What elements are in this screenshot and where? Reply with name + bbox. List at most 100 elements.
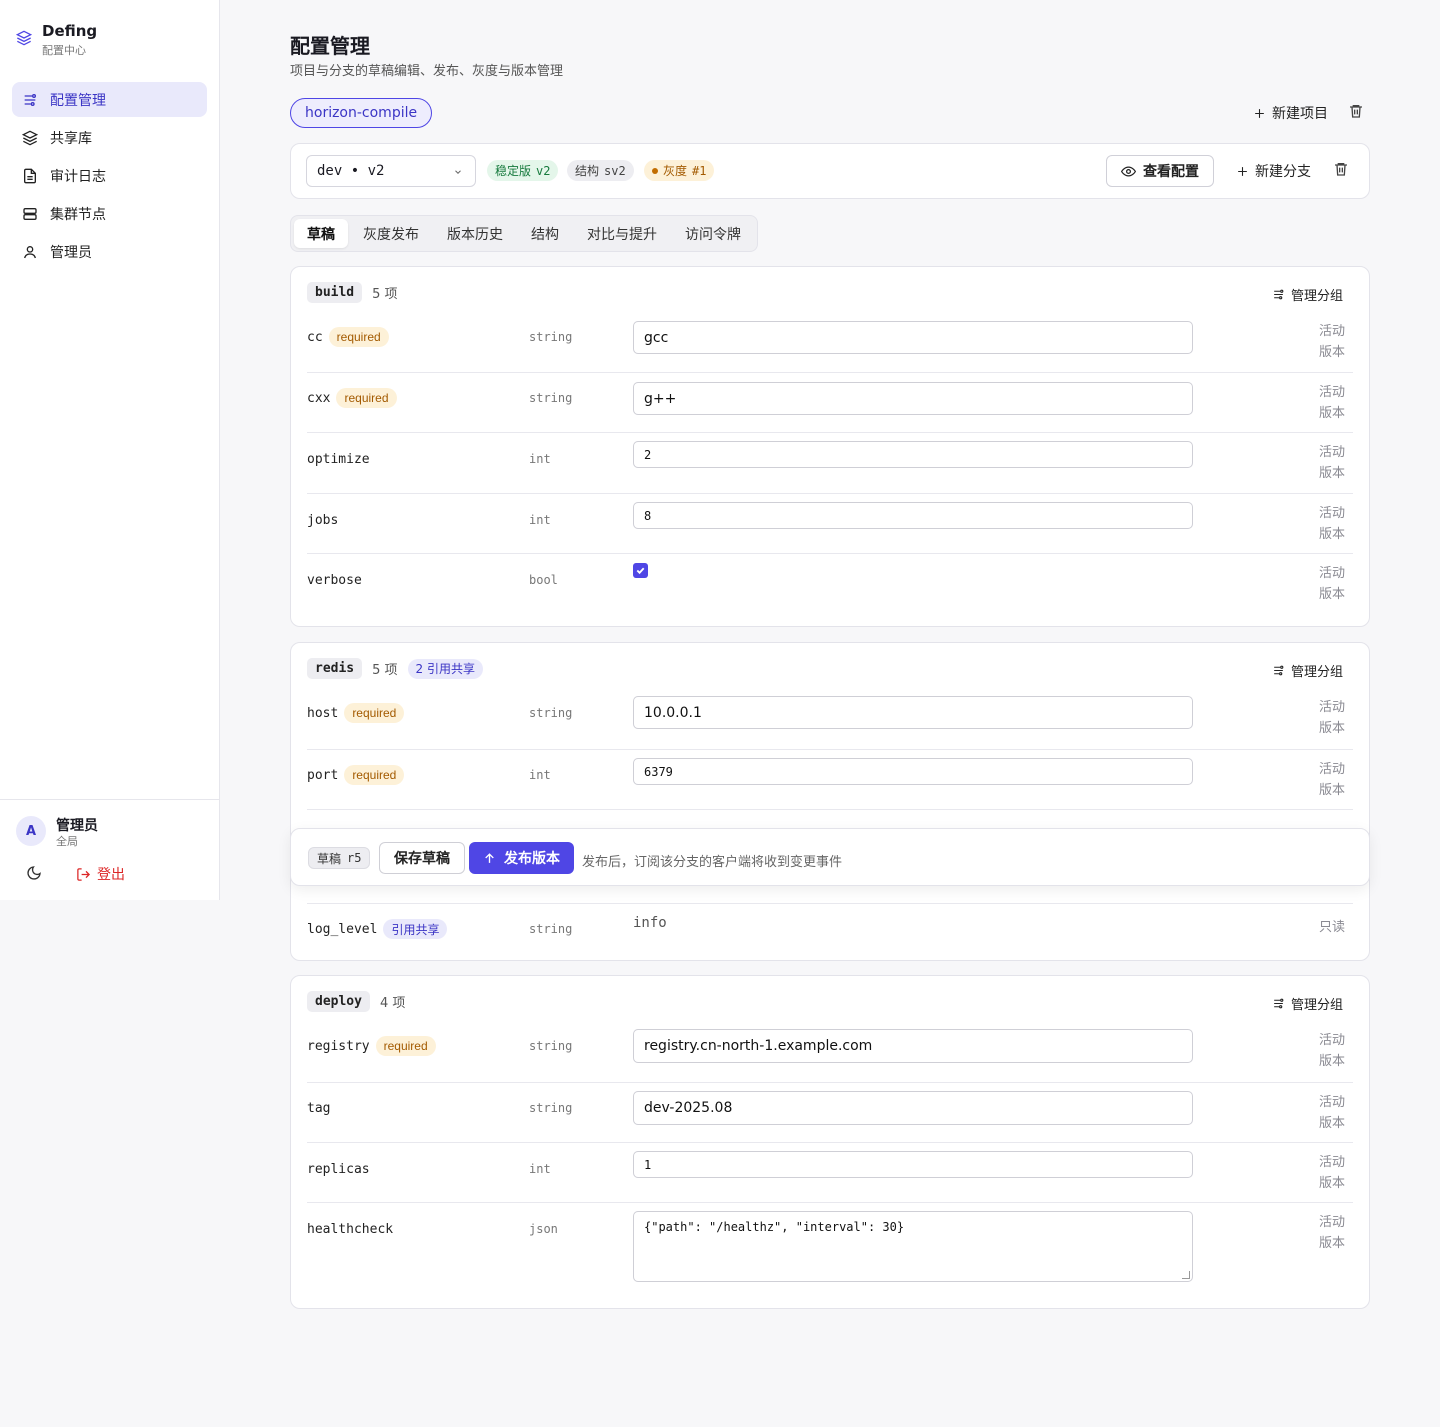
page-title: 配置管理 [290,34,370,58]
tab-version-history[interactable]: 版本历史 [447,226,503,243]
sidebar-item-label: 管理员 [50,244,92,261]
sidebar-item-label: 共享库 [50,130,92,147]
config-value-input[interactable]: dev-2025.08 [633,1091,1193,1125]
sidebar-item-label: 审计日志 [50,168,106,185]
moon-icon[interactable] [26,865,42,881]
new-branch-label: 新建分支 [1255,164,1311,180]
sidebar-item-shared-library[interactable]: 共享库 [12,120,207,155]
delete-project-button[interactable] [1348,103,1364,123]
config-type: int [529,513,551,527]
publish-button[interactable]: 发布版本 [469,842,574,874]
config-type: int [529,768,551,782]
group-header: build 5 项 [307,282,398,303]
file-text-icon [24,168,36,183]
save-draft-button[interactable]: 保存草稿 [379,842,465,874]
manage-group-button[interactable]: 管理分组 [1272,661,1343,680]
sidebar-item-config[interactable]: 配置管理 [12,82,207,117]
config-value-input[interactable]: 6379 [633,758,1193,785]
resize-handle[interactable] [1182,1271,1190,1279]
config-key: jobs [307,512,339,528]
status-dot [652,167,658,174]
logout-button[interactable]: 登出 [76,864,125,884]
tab-access-tokens[interactable]: 访问令牌 [685,226,741,243]
config-value-input[interactable]: registry.cn-north-1.example.com [633,1029,1193,1063]
sidebar-item-cluster-nodes[interactable]: 集群节点 [12,196,207,231]
row-status[interactable]: 活动 版本 [1318,1215,1345,1251]
row-status[interactable]: 活动 版本 [1318,566,1345,602]
tab-compare-promote[interactable]: 对比与提升 [587,226,657,243]
row-status[interactable]: 活动 版本 [1318,762,1345,798]
config-key: optimize [307,451,370,467]
trash-icon [1335,163,1347,176]
tab-gray-release[interactable]: 灰度发布 [363,226,419,243]
user-role: 全局 [56,835,78,848]
verbose-checkbox[interactable] [633,563,648,578]
schema-version-badge: 结构 sv2 [567,160,634,181]
group-count: 5 项 [372,287,398,302]
config-row-obscured [307,809,1353,903]
config-key: verbose [307,572,362,588]
config-key: port required [307,764,405,786]
branch-select[interactable]: dev • v2 [306,155,476,187]
config-type: string [529,391,573,405]
brand[interactable]: Defing 配置中心 [16,22,97,58]
tab-schema[interactable]: 结构 [531,226,559,243]
row-status[interactable]: 活动 版本 [1318,1033,1345,1069]
manage-group-label: 管理分组 [1290,665,1343,680]
config-row: tag string dev-2025.08 活动 版本 [307,1082,1353,1142]
project-chip[interactable]: horizon-compile [290,98,433,128]
tab-draft[interactable]: 草稿 [294,219,348,248]
group-name: build [307,282,363,303]
sidebar-item-audit-log[interactable]: 审计日志 [12,158,207,193]
config-row: log_level 引用共享 string info 只读 [307,903,1353,961]
row-status[interactable]: 活动 版本 [1318,385,1345,421]
row-status[interactable]: 活动 版本 [1318,1095,1345,1131]
config-type: int [529,1162,551,1176]
required-badge: required [336,388,397,408]
stable-version: v2 [536,163,551,178]
config-type: int [529,452,551,466]
config-type: string [529,1101,573,1115]
draft-revision-badge: 草稿 r5 [308,847,371,869]
brand-subtitle: 配置中心 [42,44,86,57]
view-config-button[interactable]: 查看配置 [1106,155,1214,187]
row-status[interactable]: 活动 版本 [1318,700,1345,736]
config-row: jobs int 8 活动 版本 [307,493,1353,553]
config-value-input[interactable]: 8 [633,502,1193,529]
readonly-value: info [633,915,667,931]
new-project-button[interactable]: 新建项目 [1253,103,1328,123]
server-icon [23,207,37,220]
new-branch-button[interactable]: 新建分支 [1236,161,1311,181]
config-json-textarea[interactable]: {"path": "/healthz", "interval": 30} [633,1211,1193,1282]
config-key: replicas [307,1161,370,1177]
plus-icon [1238,166,1247,176]
config-key: cc required [307,326,389,348]
row-status[interactable]: 活动 版本 [1318,324,1345,360]
manage-group-label: 管理分组 [1290,289,1343,304]
delete-branch-button[interactable] [1333,161,1349,181]
manage-group-button[interactable]: 管理分组 [1272,285,1343,304]
sliders-icon [1274,665,1284,676]
sidebar-footer: A 管理员 全局 登出 [0,799,219,900]
row-status[interactable]: 活动 版本 [1318,506,1345,542]
gray-version: #1 [692,163,707,178]
config-value-input[interactable]: 2 [633,441,1193,468]
config-value-input[interactable]: gcc [633,321,1193,354]
config-type: bool [529,573,558,587]
config-value-input[interactable]: 1 [633,1151,1193,1178]
config-key: host required [307,702,405,724]
row-status[interactable]: 活动 版本 [1318,445,1345,481]
config-value-input[interactable]: g++ [633,382,1193,415]
gray-label: 灰度 [663,164,688,178]
config-value-input[interactable]: 10.0.0.1 [633,696,1193,729]
avatar[interactable]: A [16,816,46,846]
config-key: log_level 引用共享 [307,918,448,940]
readonly-label: 只读 [1318,920,1345,935]
manage-group-button[interactable]: 管理分组 [1272,994,1343,1013]
stable-version-badge: 稳定版 v2 [487,160,559,181]
schema-label: 结构 [575,164,600,178]
config-row: healthcheck json {"path": "/healthz", "i… [307,1202,1353,1294]
config-key: registry required [307,1035,436,1057]
row-status[interactable]: 活动 版本 [1318,1155,1345,1191]
sidebar-item-admins[interactable]: 管理员 [12,234,207,269]
